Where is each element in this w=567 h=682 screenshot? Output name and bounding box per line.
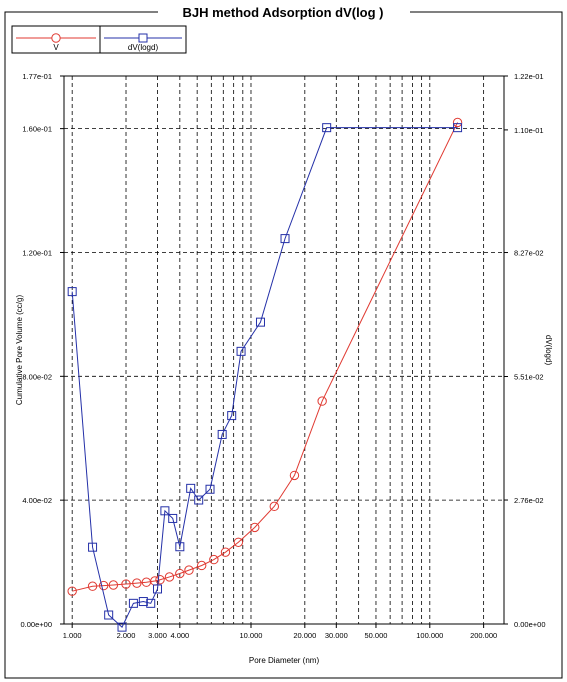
v-data-point	[452, 117, 463, 128]
v-data-point	[220, 547, 231, 557]
legend-marker-v	[51, 33, 61, 43]
x-tick-label: 3.000	[148, 631, 167, 640]
frame-outer	[4, 11, 563, 679]
chart-title: BJH method Adsorption dV(log )	[183, 5, 384, 20]
y-right-tick-label: 5.51e-02	[514, 373, 544, 382]
y-right-tick-label: 2.76e-02	[514, 496, 544, 505]
dvlogd-data-point	[194, 495, 204, 505]
dvlogd-data-point	[152, 584, 162, 594]
dvlogd-data-point	[146, 598, 156, 608]
dvlogd-data-point	[255, 317, 265, 327]
y-left-tick-label: 1.60e-01	[22, 125, 52, 134]
dvlogd-data-point	[453, 123, 463, 133]
v-data-point	[317, 396, 327, 406]
v-data-point	[184, 565, 194, 575]
y-left-tick-label: 1.77e-01	[22, 72, 52, 81]
x-tick-label: 2.000	[117, 631, 136, 640]
y-right-axis-label: dV(logd)	[544, 335, 553, 366]
y-left-tick-label: 0.00e+00	[21, 620, 53, 629]
dvlogd-data-point	[160, 506, 170, 516]
v-data-point	[209, 554, 219, 565]
y-left-axis-label: Cumulative Pore Volume (cc/g)	[15, 295, 24, 406]
x-tick-label: 100.000	[416, 631, 443, 640]
v-data-point	[67, 586, 77, 596]
gridlines	[64, 76, 504, 624]
y-left-tick-label: 1.20e-01	[22, 248, 52, 257]
dvlogd-data-point	[236, 346, 246, 356]
series-layer	[67, 117, 463, 632]
y-left-axis-ticks: 0.00e+00 4.00e-02 8.00e-02 1.20e-01 1.60e-01…	[21, 72, 64, 629]
dvlogd-data-point	[280, 234, 290, 244]
series-line-v	[72, 122, 459, 592]
x-tick-label: 10.000	[240, 631, 263, 640]
y-right-tick-label: 1.22e-01	[514, 72, 544, 81]
v-data-point	[233, 537, 244, 547]
dvlogd-data-point	[175, 542, 185, 552]
y-right-tick-label: 0.00e+00	[514, 620, 546, 629]
dvlogd-data-point	[117, 622, 127, 632]
v-data-point	[175, 568, 185, 579]
v-data-point	[87, 581, 98, 591]
v-data-point	[132, 578, 142, 588]
x-tick-label: 30.000	[325, 631, 348, 640]
dvlogd-data-point	[227, 411, 237, 421]
legend-marker-dvlogd	[138, 33, 148, 43]
v-data-point	[269, 501, 279, 512]
x-axis-ticks: 1.000 2.000 3.000 4.000 10.000 20.000 30.000 50…	[63, 624, 497, 640]
legend-label-v: V	[53, 43, 59, 52]
plot-area-border	[63, 75, 505, 625]
v-data-point	[108, 580, 119, 590]
y-right-axis-ticks: 0.00e+00 2.76e-02 5.51e-02 8.27e-02 1.10e-01…	[504, 72, 546, 629]
v-data-point	[289, 470, 300, 481]
v-data-point	[155, 575, 165, 585]
v-data-point	[196, 560, 207, 571]
dvlogd-data-point	[205, 484, 215, 494]
x-tick-label: 1.000	[63, 631, 82, 640]
dvlogd-data-point	[88, 542, 98, 552]
legend-box	[11, 25, 187, 54]
title-background	[158, 2, 410, 22]
x-axis-label: Pore Diameter (nm)	[249, 656, 320, 665]
v-data-point	[121, 579, 131, 589]
legend-label-dvlogd: dV(logd)	[128, 43, 159, 52]
x-tick-label: 200.000	[470, 631, 497, 640]
dvlogd-data-point	[138, 597, 148, 607]
dvlogd-data-point	[67, 287, 77, 297]
series-line-dvlogd	[71, 127, 458, 628]
y-right-tick-label: 8.27e-02	[514, 249, 544, 258]
x-tick-label: 4.000	[170, 631, 189, 640]
x-tick-label: 20.000	[293, 631, 316, 640]
v-data-point	[164, 572, 175, 582]
y-left-tick-label: 8.00e-02	[22, 372, 52, 381]
y-left-tick-label: 4.00e-02	[22, 496, 52, 505]
v-data-point	[250, 522, 260, 533]
dvlogd-data-point	[104, 610, 114, 620]
y-right-tick-label: 1.10e-01	[514, 126, 544, 135]
v-data-point	[98, 580, 109, 591]
dvlogd-data-point	[168, 513, 178, 523]
dvlogd-data-point	[186, 483, 196, 493]
x-tick-label: 50.000	[364, 631, 387, 640]
dvlogd-data-point	[217, 429, 227, 439]
dvlogd-data-point	[128, 598, 138, 608]
dvlogd-data-point	[322, 123, 332, 133]
